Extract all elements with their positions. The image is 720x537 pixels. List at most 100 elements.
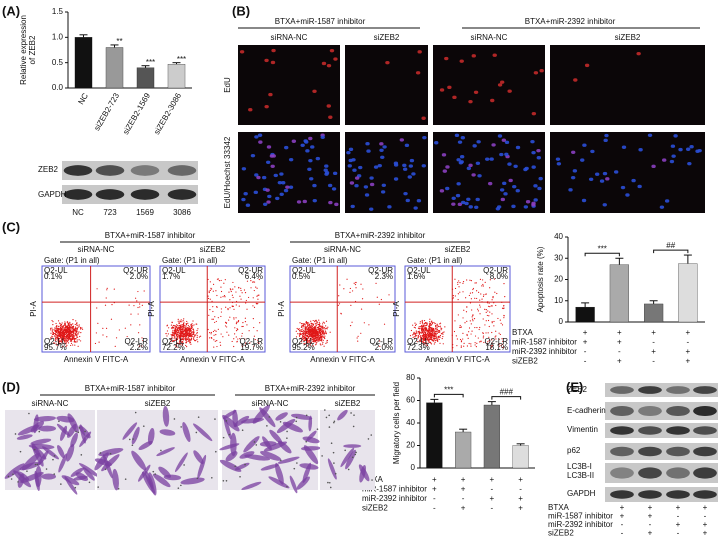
event xyxy=(311,332,312,333)
event xyxy=(351,322,352,323)
event xyxy=(57,330,58,331)
pore xyxy=(180,485,182,487)
event xyxy=(488,332,489,333)
event xyxy=(185,327,186,328)
event xyxy=(297,328,298,329)
nucleus xyxy=(476,198,480,201)
nucleus xyxy=(248,108,252,111)
event xyxy=(185,329,186,330)
nucleus xyxy=(402,164,406,167)
nucleus xyxy=(354,184,358,187)
event xyxy=(78,346,79,347)
event xyxy=(193,324,194,325)
gate-label: Gate: (P1 in all) xyxy=(292,256,348,265)
event xyxy=(491,313,492,314)
event xyxy=(326,321,327,322)
event xyxy=(355,287,356,288)
nucleus xyxy=(503,192,507,195)
nucleus xyxy=(262,176,266,179)
event xyxy=(196,339,197,340)
blot-band xyxy=(666,467,690,478)
event xyxy=(422,323,423,324)
pore xyxy=(355,452,357,454)
nucleus xyxy=(308,137,312,140)
event xyxy=(301,329,302,330)
condition-mark: - xyxy=(519,485,522,494)
pore xyxy=(154,473,156,475)
x-axis-label: Annexin V FITC-A xyxy=(180,355,245,364)
event xyxy=(319,335,320,336)
event xyxy=(436,336,437,337)
gate-label: Gate: (P1 in all) xyxy=(44,256,100,265)
pore xyxy=(370,434,372,436)
pore xyxy=(84,431,86,433)
event xyxy=(221,333,222,334)
nucleus xyxy=(447,86,451,89)
event xyxy=(214,322,215,323)
nucleus xyxy=(403,192,407,195)
event xyxy=(321,340,322,341)
nucleus xyxy=(280,193,284,196)
nucleus xyxy=(585,64,589,67)
event xyxy=(187,323,188,324)
event xyxy=(186,346,187,347)
nucleus xyxy=(408,175,412,178)
blot-band xyxy=(131,165,160,176)
nucleus xyxy=(351,158,355,161)
event xyxy=(368,324,369,325)
event xyxy=(223,283,224,284)
event xyxy=(226,323,227,324)
quadrant-pct: 95.7% xyxy=(44,343,67,352)
condition-mark: + xyxy=(583,328,588,337)
bar xyxy=(168,64,185,88)
nucleus xyxy=(267,195,271,198)
event xyxy=(80,328,81,329)
event xyxy=(357,341,358,342)
y-axis-label: PI-A xyxy=(392,301,401,317)
pore xyxy=(234,465,236,467)
event xyxy=(73,326,74,327)
event xyxy=(499,333,500,334)
nucleus xyxy=(501,198,505,201)
event xyxy=(438,332,439,333)
nucleus xyxy=(370,183,374,186)
event xyxy=(437,337,438,338)
event xyxy=(79,339,80,340)
event xyxy=(225,307,226,308)
event xyxy=(190,331,191,332)
blot-band xyxy=(693,426,717,434)
nucleus xyxy=(474,91,478,94)
event xyxy=(77,328,78,329)
pore xyxy=(60,483,62,485)
nucleus xyxy=(695,150,699,153)
pore xyxy=(244,464,246,466)
event xyxy=(60,323,61,324)
condition-mark: + xyxy=(518,504,523,513)
nucleus xyxy=(274,174,278,177)
nucleus xyxy=(476,140,480,143)
event xyxy=(79,336,80,337)
nucleus xyxy=(240,50,244,53)
event xyxy=(441,328,442,329)
pore xyxy=(178,487,180,489)
event xyxy=(439,337,440,338)
event xyxy=(467,345,468,346)
event xyxy=(429,330,430,331)
event xyxy=(180,327,181,328)
pore xyxy=(286,486,288,488)
event xyxy=(102,328,103,329)
significance: ** xyxy=(116,37,122,46)
event xyxy=(312,327,313,328)
pore xyxy=(296,417,298,419)
blot-band xyxy=(610,447,634,457)
event xyxy=(183,320,184,321)
microscopy-image xyxy=(238,132,340,213)
event xyxy=(316,334,317,335)
pore xyxy=(255,444,257,446)
nucleus xyxy=(346,151,350,154)
event xyxy=(314,338,315,339)
event xyxy=(191,338,192,339)
pore xyxy=(129,439,131,441)
event xyxy=(209,332,210,333)
nucleus xyxy=(524,167,528,170)
